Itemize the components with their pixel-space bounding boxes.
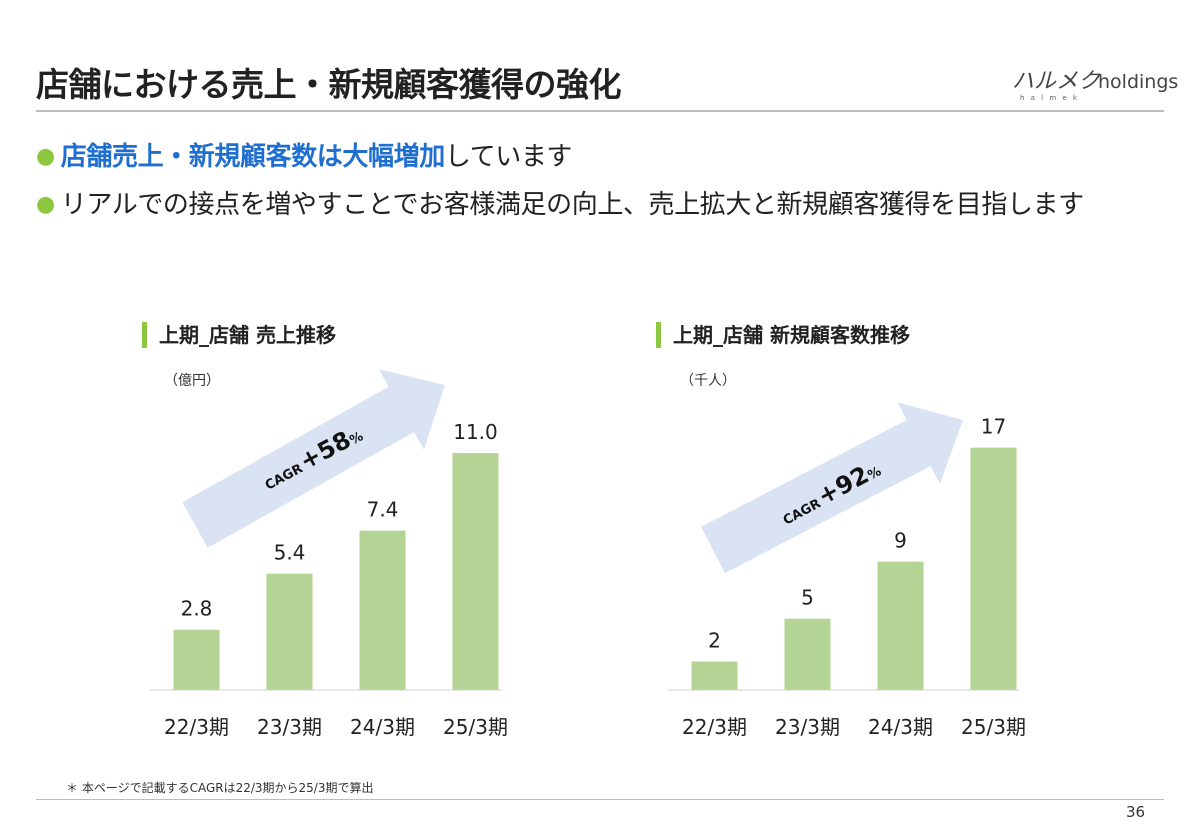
bar	[173, 629, 220, 690]
bar	[359, 530, 406, 690]
bullet-dot-icon: ●	[36, 192, 55, 217]
data-label: 9	[894, 529, 907, 553]
x-tick-label: 23/3期	[775, 715, 840, 739]
x-tick-label: 25/3期	[961, 715, 1026, 739]
data-label: 17	[981, 415, 1006, 439]
bar	[877, 561, 924, 690]
page-title: 店舗における売上・新規顧客獲得の強化	[36, 65, 622, 104]
cagr-suffix: %	[347, 429, 366, 448]
data-label: 2	[708, 628, 721, 652]
x-tick-label: 23/3期	[257, 715, 322, 739]
data-label: 5	[801, 586, 814, 610]
x-tick-label: 22/3期	[164, 715, 229, 739]
bullet-item: ● リアルでの接点を増やすことでお客様満足の向上、売上拡大と新規顧客獲得を目指しま…	[36, 182, 1084, 230]
company-logo: ハルメク holdings h a l m e k	[1012, 69, 1178, 102]
cagr-suffix: %	[865, 464, 884, 483]
footer-divider	[36, 799, 1164, 800]
bar	[266, 573, 313, 690]
logo-suffix-text: holdings	[1098, 71, 1178, 93]
logo-sub-text: h a l m e k	[1020, 94, 1079, 102]
title-divider	[36, 110, 1164, 112]
bullet-dot-icon: ●	[36, 144, 55, 169]
data-label: 11.0	[453, 420, 498, 444]
chart-title-sales: 上期_店舗 売上推移	[142, 322, 336, 348]
footnote: ＊ 本ページで記載するCAGRは22/3期から25/3期で算出	[66, 781, 374, 795]
chart-unit-new-customers: （千人）	[680, 373, 736, 389]
x-tick-label: 24/3期	[350, 715, 415, 739]
data-label: 5.4	[274, 541, 306, 565]
cagr-arrow	[701, 402, 963, 574]
chart-title-new-customers: 上期_店舗 新規顧客数推移	[656, 322, 910, 348]
page-number: 36	[1126, 803, 1146, 821]
x-tick-label: 25/3期	[443, 715, 508, 739]
data-label: 2.8	[181, 597, 213, 621]
x-tick-label: 22/3期	[682, 715, 747, 739]
data-label: 7.4	[367, 498, 399, 522]
x-tick-label: 24/3期	[868, 715, 933, 739]
bullet-list: ● 店舗売上・新規顧客数は大幅増加しています ● リアルでの接点を増やすことでお客様…	[36, 134, 1084, 230]
bullet-highlight: 店舗売上・新規顧客数は大幅増加	[60, 142, 445, 172]
bullet-text: しています	[444, 142, 573, 172]
sales-bar-chart: CAGR+58% 2.822/3期5.423/3期7.424/3期11.025/…	[150, 369, 508, 739]
logo-main-text: ハルメク	[1012, 69, 1101, 94]
bullet-item: ● 店舗売上・新規顧客数は大幅増加しています	[36, 134, 1084, 182]
cagr-arrow	[182, 369, 446, 548]
bar	[452, 453, 499, 690]
bar	[691, 661, 738, 690]
bar	[970, 447, 1017, 690]
bar	[784, 618, 831, 690]
bullet-text: リアルでの接点を増やすことでお客様満足の向上、売上拡大と新規顧客獲得を目指します	[60, 190, 1084, 220]
chart-unit-sales: （億円）	[164, 373, 220, 389]
